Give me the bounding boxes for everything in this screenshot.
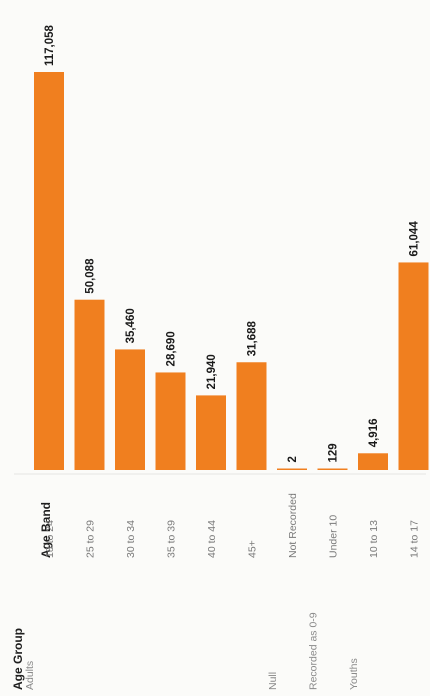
data-label-5: 31,688 [247,320,259,356]
bar-8 [358,453,388,470]
data-label-3: 28,690 [166,331,178,366]
bar-2 [115,349,145,470]
bar-0 [34,72,64,470]
data-label-2: 35,460 [125,308,137,343]
data-label-7: 129 [328,443,340,462]
bar-5 [236,362,267,470]
category-label-3: 35 to 39 [166,520,178,558]
group-label-1: Null [267,672,279,690]
group-label-2: Recorded as 0-9 [308,612,320,690]
category-label-1: 25 to 29 [85,520,97,558]
category-label-9: 14 to 17 [409,520,421,558]
data-label-1: 50,088 [85,258,97,294]
category-label-8: 10 to 13 [368,520,380,558]
group-label-0: Adults [24,661,36,690]
data-label-8: 4,916 [368,419,380,448]
header-age-group: Age Group [11,628,25,690]
bar-6 [277,468,307,470]
category-label-0: 18 to 24 [44,520,56,558]
data-label-6: 2 [287,456,299,462]
category-label-2: 30 to 34 [125,520,137,558]
category-label-7: Under 10 [328,515,340,558]
category-label-5: 45+ [247,540,259,558]
bar-4 [196,395,226,470]
data-label-4: 21,940 [206,354,218,389]
group-label-3: Youths [348,658,360,690]
bar-9 [398,262,429,470]
header-age-band: Age Band [39,502,53,558]
data-label-0: 117,058 [44,24,56,66]
bar-1 [74,299,105,470]
bar-7 [317,468,348,470]
data-label-9: 61,044 [409,221,421,257]
bar-3 [155,372,186,470]
category-label-6: Not Recorded [287,493,299,558]
category-label-4: 40 to 44 [206,520,218,558]
